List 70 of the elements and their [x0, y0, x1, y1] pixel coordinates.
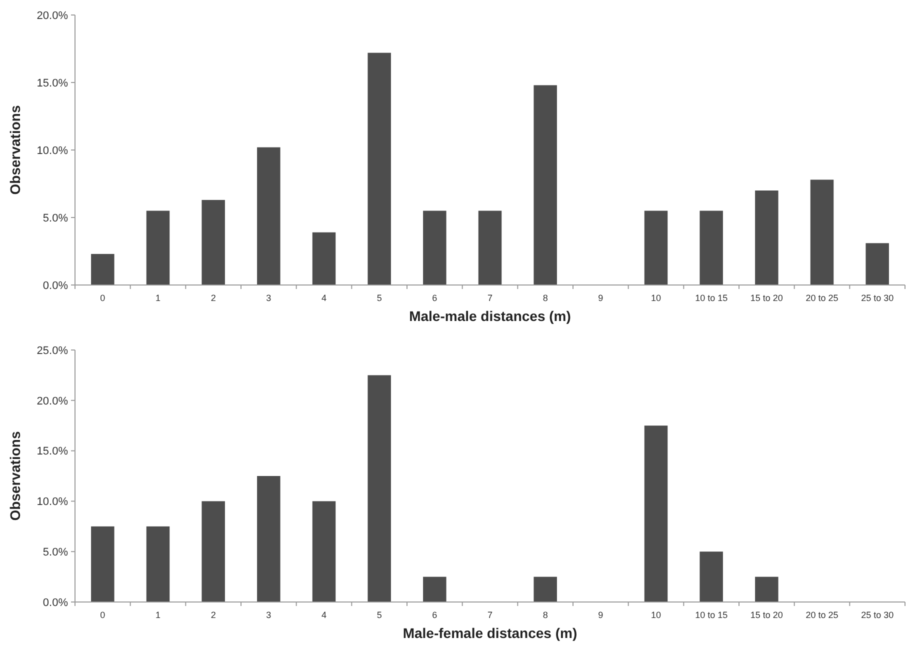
y-tick-label: 10.0% [36, 496, 68, 508]
bar [202, 501, 225, 602]
x-axis-title: Male-female distances (m) [402, 625, 578, 641]
bar [644, 426, 668, 602]
x-tick-label: 9 [598, 610, 604, 620]
bar [146, 210, 170, 285]
x-tick-label: 25 to 30 [861, 610, 894, 620]
bar [368, 52, 391, 285]
bar [755, 190, 778, 285]
x-tick-label: 7 [487, 610, 493, 620]
y-tick-label: 20.0% [36, 395, 68, 408]
bar [478, 210, 502, 285]
x-tick-label: 9 [598, 293, 604, 303]
bar [534, 85, 557, 285]
bar [866, 243, 889, 285]
bar [423, 576, 446, 602]
y-axis-title: Observations [7, 105, 23, 195]
bar [755, 576, 778, 602]
x-tick-label: 2 [210, 293, 216, 303]
bar [644, 210, 668, 285]
y-tick-label: 0.0% [42, 596, 68, 609]
x-tick-label: 15 to 20 [750, 293, 783, 303]
bar [91, 526, 114, 602]
x-tick-label: 5 [376, 293, 382, 303]
x-tick-label: 8 [542, 293, 548, 303]
x-tick-label: 0 [100, 293, 106, 303]
x-tick-label: 7 [487, 293, 493, 303]
x-tick-label: 25 to 30 [861, 293, 894, 303]
x-tick-label: 10 to 15 [695, 610, 728, 620]
x-tick-label: 4 [321, 610, 327, 620]
x-axis-title: Male-male distances (m) [409, 308, 571, 324]
bar [257, 476, 280, 602]
x-tick-label: 10 to 15 [695, 293, 728, 303]
x-tick-label: 10 [650, 293, 662, 303]
x-tick-label: 20 to 25 [806, 293, 838, 303]
bar [91, 254, 114, 285]
x-tick-label: 3 [266, 610, 272, 620]
bar [810, 180, 834, 285]
bar [202, 200, 225, 285]
y-tick-label: 15.0% [36, 446, 68, 458]
x-tick-label: 20 to 25 [806, 610, 838, 620]
bar [423, 210, 446, 285]
bar [257, 147, 280, 285]
y-tick-label: 15.0% [36, 77, 68, 90]
x-tick-label: 6 [432, 293, 438, 303]
x-tick-label: 4 [321, 293, 327, 303]
x-tick-label: 0 [100, 610, 106, 620]
x-tick-label: 6 [432, 610, 438, 620]
x-tick-label: 3 [266, 293, 272, 303]
y-tick-label: 20.0% [36, 10, 68, 22]
bar [700, 552, 723, 602]
bar [312, 501, 336, 602]
y-tick-label: 10.0% [36, 144, 68, 157]
x-tick-label: 15 to 20 [750, 610, 783, 620]
x-tick-label: 1 [155, 610, 161, 620]
x-tick-label: 8 [542, 610, 548, 620]
bar [700, 210, 723, 285]
x-tick-label: 2 [210, 610, 216, 620]
x-tick-label: 5 [376, 610, 382, 620]
y-axis-title: Observations [7, 431, 23, 521]
y-tick-label: 0.0% [42, 280, 68, 292]
y-tick-label: 5.0% [42, 212, 68, 224]
y-tick-label: 5.0% [42, 546, 68, 558]
x-tick-label: 1 [155, 293, 161, 303]
bar [312, 232, 336, 285]
y-tick-label: 25.0% [36, 344, 68, 357]
x-tick-label: 10 [650, 610, 662, 620]
bar [368, 375, 391, 602]
bar [146, 526, 170, 602]
bar [534, 576, 557, 602]
